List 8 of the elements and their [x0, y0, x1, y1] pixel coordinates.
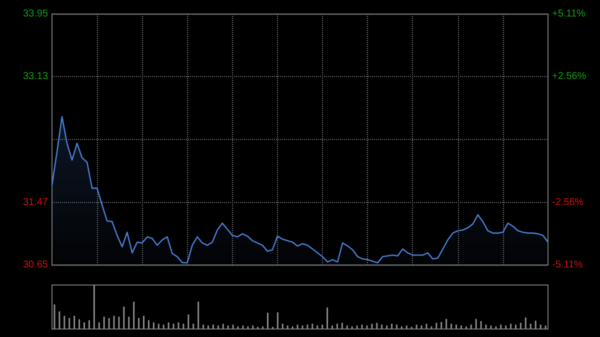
- y-tick-label: 31.47: [22, 197, 48, 208]
- y-tick-label: 30.65: [22, 260, 48, 270]
- y-tick-label: 33.13: [22, 70, 48, 82]
- y-tick-label: 33.95: [22, 8, 48, 20]
- y2-tick-label: -5.11%: [552, 260, 584, 270]
- y2-tick-label: +2.56%: [552, 71, 586, 82]
- y2-tick-label: -2.56%: [552, 196, 584, 208]
- y2-tick-label: +5.11%: [552, 8, 586, 20]
